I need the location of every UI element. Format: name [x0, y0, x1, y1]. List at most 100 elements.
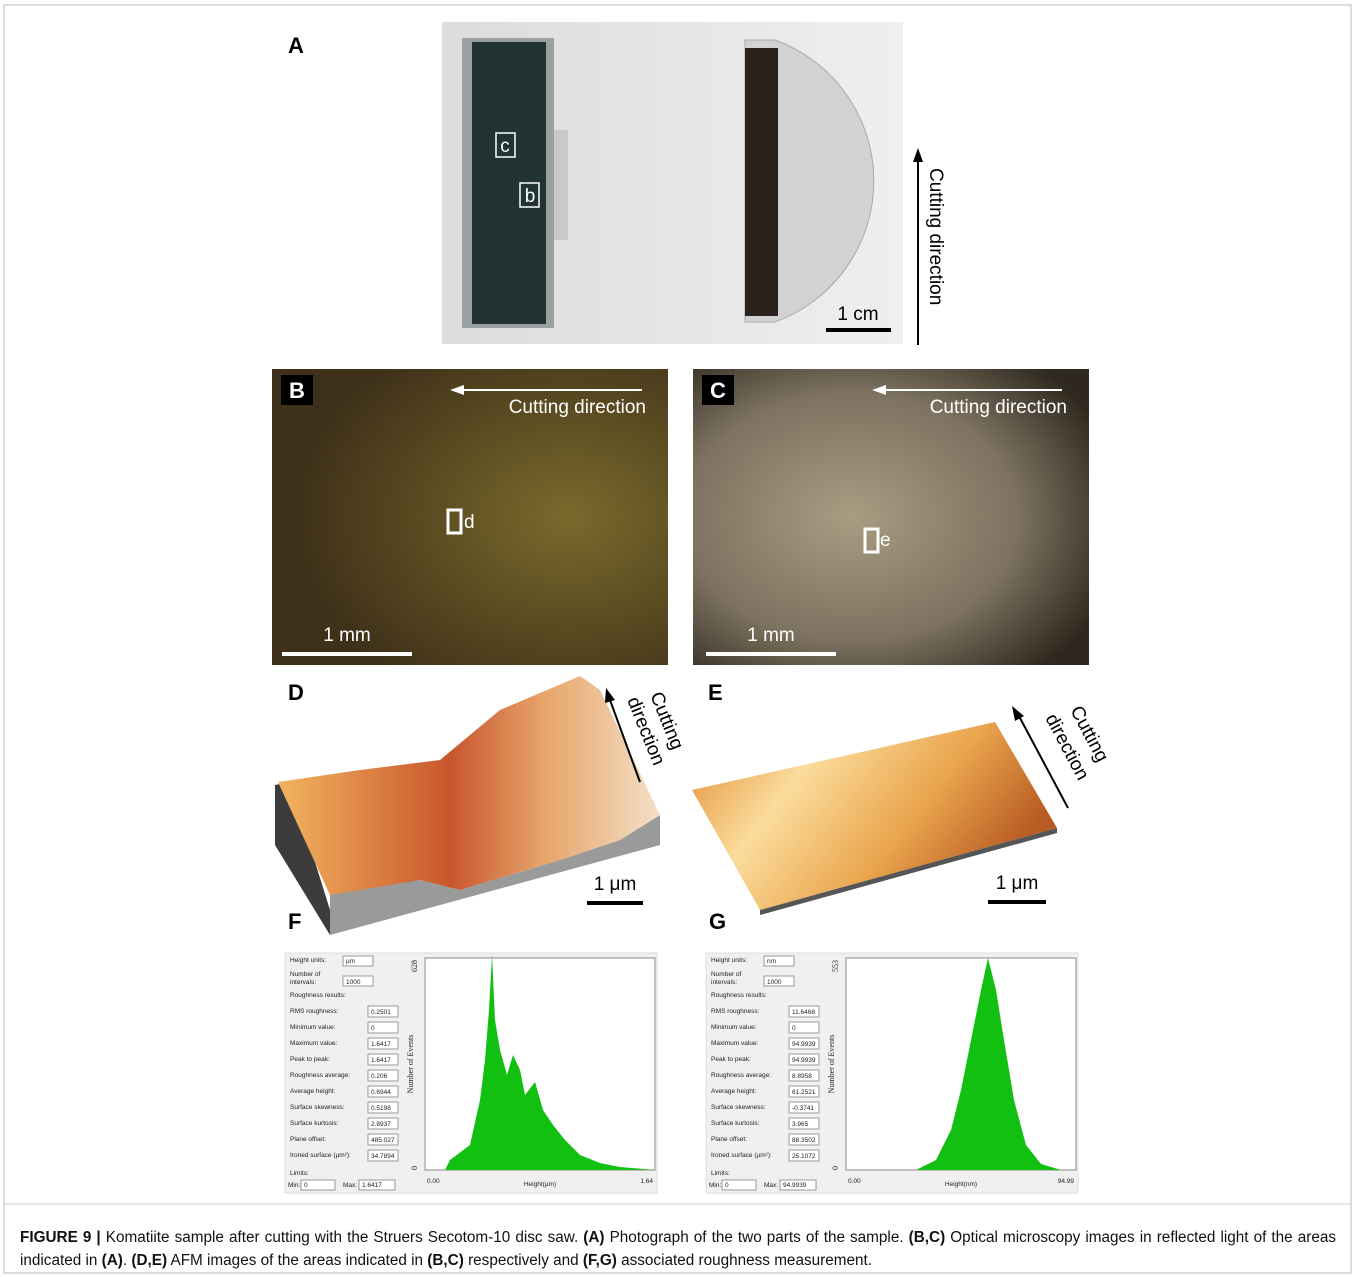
direction-label: Cutting direction	[930, 397, 1067, 418]
field-label: Surface kurtosis:	[711, 1120, 760, 1127]
input-box	[763, 975, 795, 987]
scale-label: 1 cm	[837, 304, 878, 325]
input-box	[788, 1117, 820, 1130]
field-value: 1000	[346, 979, 361, 986]
field-label: Surface skewness:	[290, 1104, 345, 1111]
field-value: 88.3502	[792, 1137, 816, 1144]
field-label: Plane offset:	[711, 1136, 747, 1143]
input-box	[342, 975, 374, 987]
field-value: 485.027	[371, 1137, 395, 1144]
block-front	[330, 815, 660, 935]
field-value: 2.8937	[371, 1121, 391, 1128]
field-label: Height units:	[290, 957, 326, 964]
input-box	[367, 1149, 399, 1162]
area-label: d	[464, 512, 475, 533]
field-value: 61.2521	[792, 1089, 816, 1096]
y-bottom-label: 0	[410, 1166, 419, 1170]
scale-label: 1 mm	[323, 625, 371, 646]
y-bottom-label: 0	[831, 1166, 840, 1170]
field-label: Peak to peak:	[711, 1056, 751, 1063]
field-label: Average height:	[290, 1088, 336, 1095]
input-box	[788, 1021, 820, 1034]
panel-label: A	[288, 33, 304, 58]
field-value: 0.206	[371, 1073, 388, 1080]
area-box	[446, 508, 463, 535]
caption-segment: .	[122, 1252, 132, 1269]
field-value: -0.3741	[792, 1105, 814, 1112]
caption-segment: (A)	[583, 1229, 605, 1246]
area-label: e	[880, 530, 891, 551]
input-box	[300, 1179, 336, 1191]
field-value: 25.1072	[792, 1153, 816, 1160]
caption: FIGURE 9 | Komatiite sample after cuttin…	[20, 1226, 1336, 1272]
field-value: 0.6944	[371, 1089, 391, 1096]
input-box	[788, 1037, 820, 1050]
field-label: Max:	[764, 1182, 778, 1189]
caption-segment: (D,E)	[131, 1252, 168, 1269]
field-label: Height units:	[711, 957, 747, 964]
caption-segment: Photograph of the two parts of the sampl…	[604, 1229, 909, 1246]
input-box	[367, 1117, 399, 1130]
field-value: 0	[725, 1182, 729, 1189]
input-box	[788, 1149, 820, 1162]
field-label: Surface kurtosis:	[290, 1120, 339, 1127]
field-label: RMS roughness:	[290, 1008, 339, 1015]
field-label: Roughness results:	[290, 992, 346, 999]
x-left-label: 0.00	[848, 1178, 861, 1185]
field-label: Min:	[288, 1182, 300, 1189]
y-axis-label: Number of Events	[827, 1035, 836, 1094]
field-value: 0.2501	[371, 1009, 391, 1016]
field-value: 1000	[767, 979, 782, 986]
micrograph	[693, 369, 1089, 665]
field-value: 34.7894	[371, 1153, 395, 1160]
afm-surface	[278, 676, 660, 895]
caption-segment: associated roughness measurement.	[616, 1252, 872, 1269]
panel-label: C	[710, 378, 726, 403]
field-label: Ironed surface (µm²):	[711, 1152, 772, 1159]
input-box	[763, 955, 795, 967]
field-label: Minimum value:	[290, 1024, 336, 1031]
field-label: Maximum value:	[711, 1040, 759, 1047]
area-box	[519, 182, 540, 208]
field-value: 0	[304, 1182, 308, 1189]
field-label: Max:	[343, 1182, 357, 1189]
field-value: 8.8958	[792, 1073, 812, 1080]
x-right-label: 94.99	[1058, 1178, 1075, 1185]
direction-arrow	[609, 699, 641, 783]
field-label: intervals:	[711, 979, 737, 986]
field-label: Roughness results:	[711, 992, 767, 999]
input-box	[367, 1133, 399, 1146]
label-box	[702, 375, 734, 405]
y-axis-label: Number of Events	[406, 1035, 415, 1094]
panel-label: E	[708, 680, 723, 705]
field-label: Roughness average:	[711, 1072, 771, 1079]
panel-label: G	[709, 909, 726, 934]
field-label: Limits:	[290, 1170, 309, 1177]
area-box	[495, 132, 516, 158]
field-value: nm	[767, 958, 776, 965]
input-box	[367, 1053, 399, 1066]
caption-segment: respectively and	[463, 1252, 583, 1269]
input-box	[788, 1053, 820, 1066]
field-label: Min:	[709, 1182, 721, 1189]
afm-surface	[692, 722, 1057, 910]
input-box	[367, 1085, 399, 1098]
caption-segment: AFM images of the areas indicated in	[167, 1252, 428, 1269]
field-label: Ironed surface (µm²):	[290, 1152, 351, 1159]
panel-label: F	[288, 909, 301, 934]
figure-border	[3, 4, 1352, 1274]
x-axis-label: Height(nm)	[945, 1181, 977, 1188]
input-box	[788, 1133, 820, 1146]
input-box	[788, 1005, 820, 1018]
label-box	[281, 375, 313, 405]
field-value: 1.6417	[362, 1182, 382, 1189]
caption-segment: FIGURE 9 |	[20, 1229, 106, 1246]
area-label: c	[500, 136, 510, 157]
area-label: b	[525, 186, 536, 207]
disc	[554, 130, 568, 240]
slab-edge	[760, 828, 1057, 915]
input-box	[367, 1069, 399, 1082]
field-label: Maximum value:	[290, 1040, 338, 1047]
